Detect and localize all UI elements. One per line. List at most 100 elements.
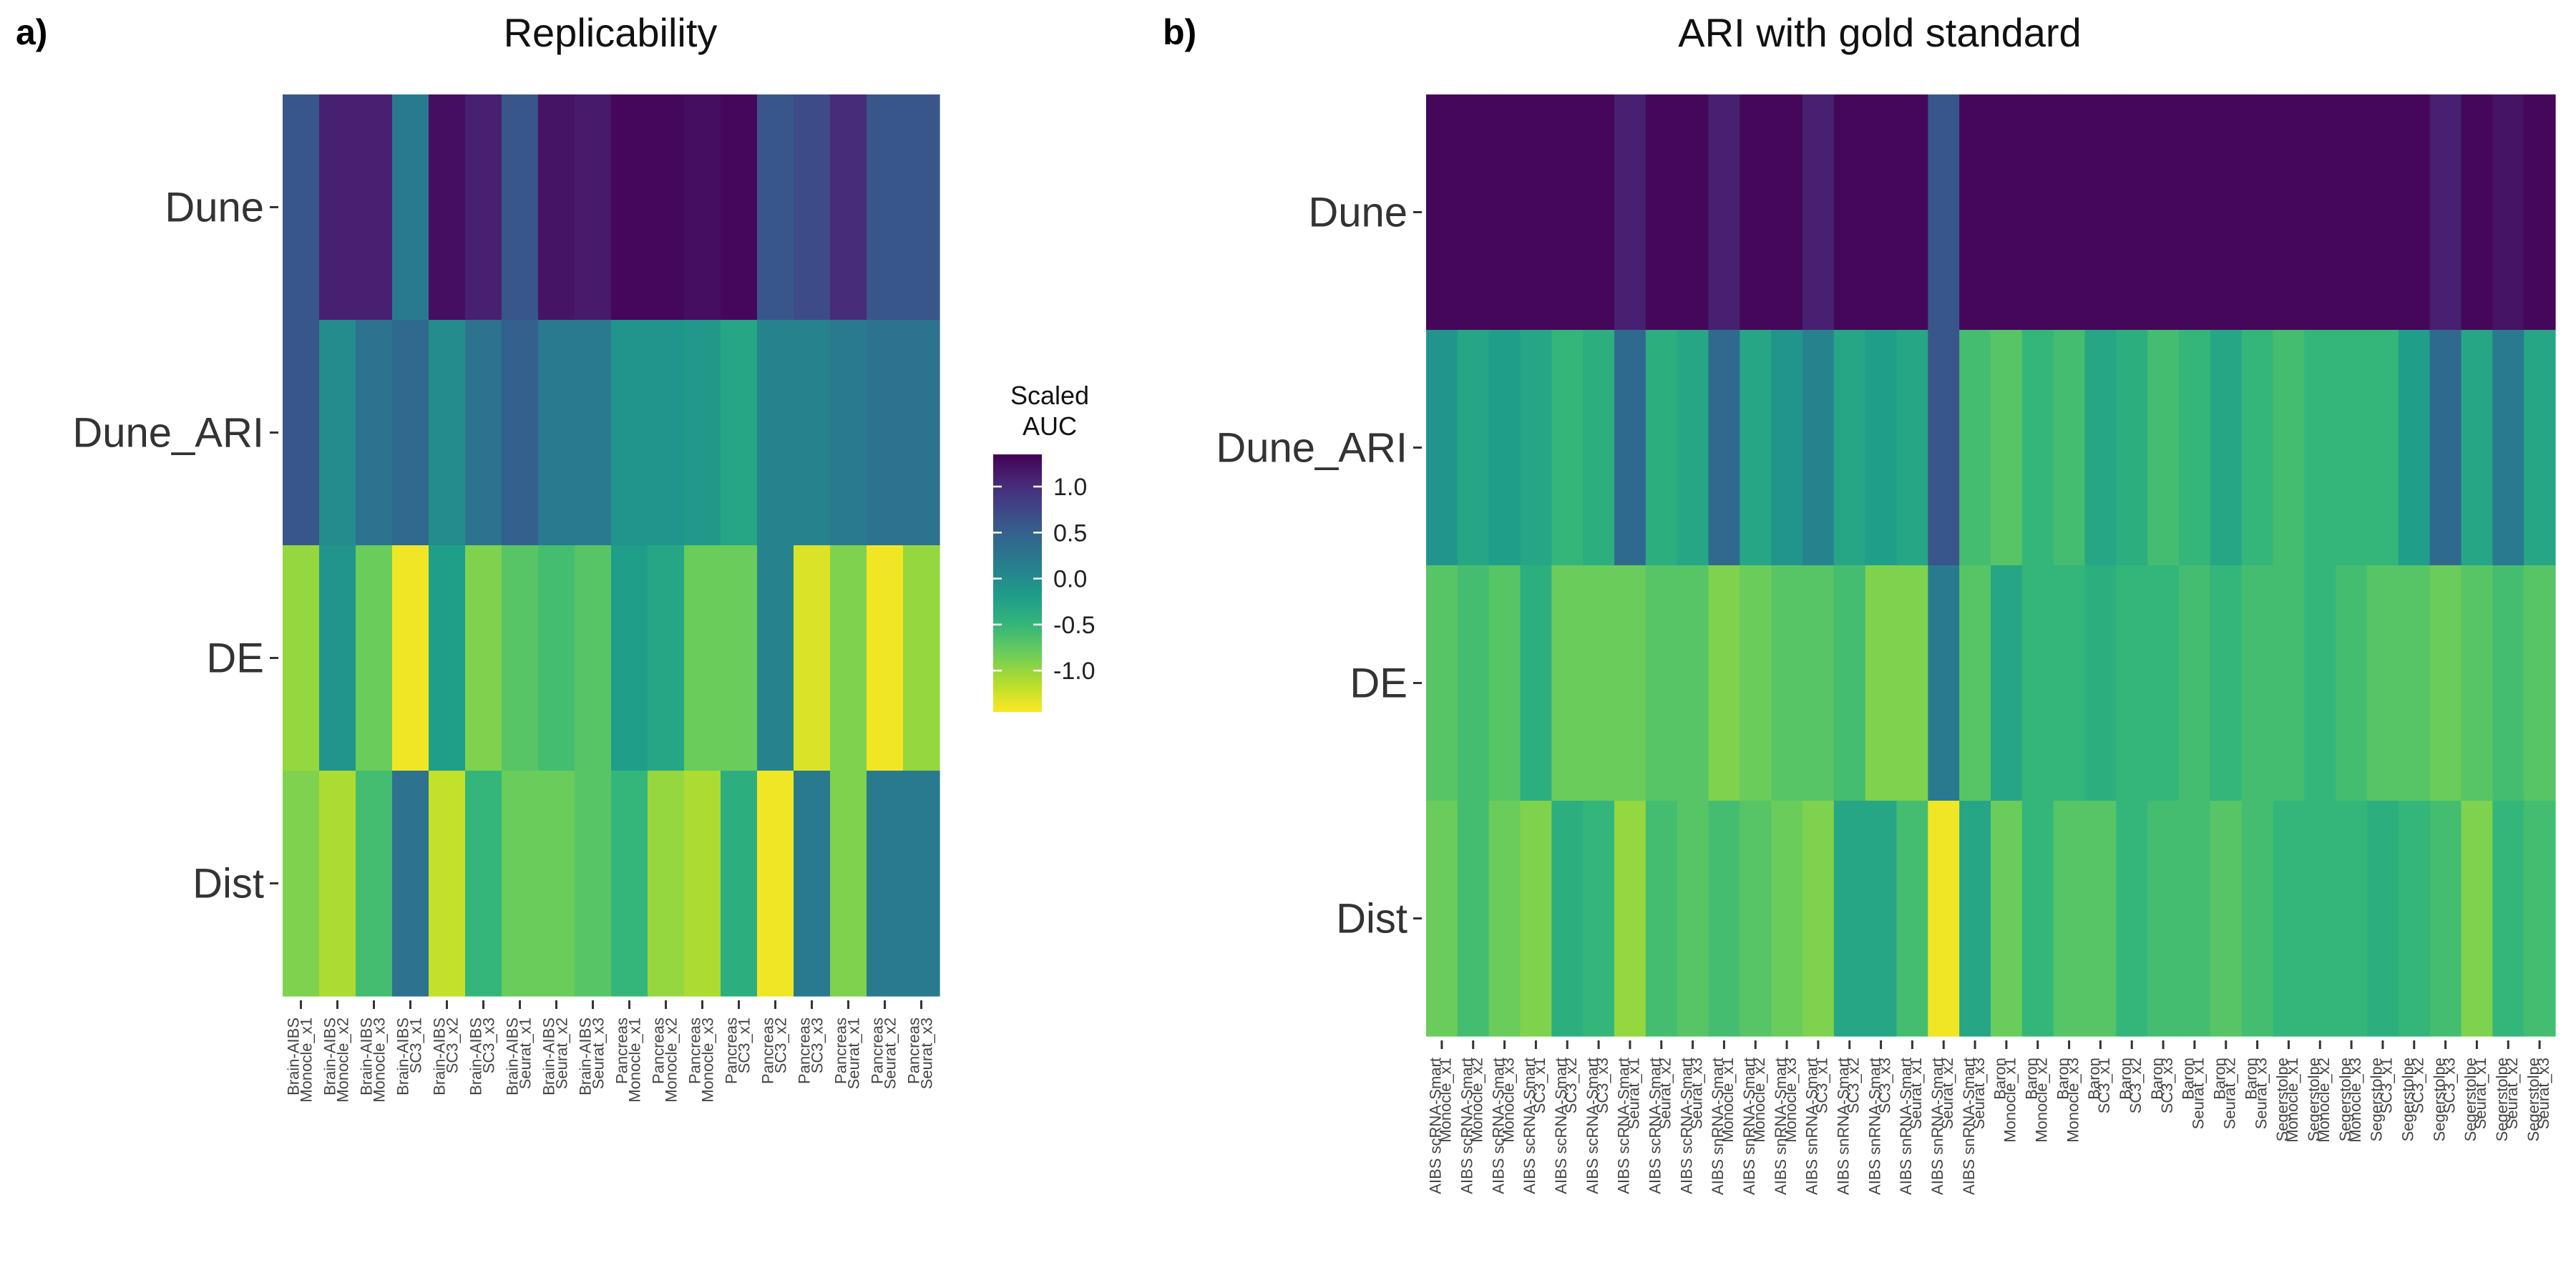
row-label: Dist — [192, 861, 264, 907]
heat-cell — [2461, 330, 2493, 566]
panel-b: b) ARI with gold standard Dune Dune_ARI DE… — [1163, 10, 2556, 1195]
col-label: Monocle_x3 — [2064, 1058, 2082, 1143]
heat-cell — [830, 771, 867, 997]
col-label: Monocle_x3 — [1782, 1058, 1800, 1143]
colorbar-tick-label: -0.5 — [1053, 612, 1096, 639]
col-label: Seurat_x1 — [516, 1018, 534, 1089]
heat-cell — [2336, 94, 2368, 331]
col-label: Pancreas — [613, 1018, 630, 1084]
col-label: SC3_x1 — [735, 1018, 753, 1073]
heat-cell — [1740, 565, 1772, 801]
col-label: Segerstolpe — [2493, 1058, 2511, 1141]
col-label: SC3_x1 — [2095, 1058, 2113, 1113]
heat-cell — [2367, 801, 2399, 1037]
col-label: Segerstolpe — [2399, 1058, 2417, 1141]
heat-cell — [2398, 330, 2431, 566]
heat-cell — [2021, 565, 2054, 801]
col-label: Seurat_x2 — [2503, 1058, 2521, 1129]
heat-cell — [1802, 565, 1835, 801]
col-label: AIBS scRNA-Smart — [1584, 1058, 1601, 1194]
col-label: Seurat_x3 — [589, 1018, 607, 1089]
heat-cell — [611, 771, 648, 997]
heat-cell — [721, 771, 758, 997]
col-label: SC3_x3 — [1594, 1058, 1611, 1113]
col-label: SC3_x1 — [2378, 1058, 2396, 1113]
heat-cell — [1457, 330, 1490, 566]
col-label: AIBS snRNA-Smart — [1772, 1058, 1790, 1195]
heat-cell — [2116, 94, 2148, 331]
heat-cell — [2461, 94, 2493, 331]
heat-cell — [1865, 94, 1898, 331]
col-label: SC3_x3 — [479, 1018, 497, 1073]
col-label: AIBS scRNA-Smart — [1646, 1058, 1664, 1194]
heat-cell — [721, 320, 758, 546]
heat-cell — [2179, 565, 2211, 801]
heat-cell — [2241, 330, 2274, 566]
heat-cell — [648, 94, 685, 321]
heat-cell — [1677, 94, 1709, 331]
heat-cell — [1991, 330, 2023, 566]
heat-cell — [2461, 565, 2493, 801]
col-label: Seurat_x3 — [917, 1018, 935, 1089]
col-label: Pancreas — [831, 1018, 849, 1084]
col-label: Brain-AIBS — [357, 1018, 375, 1096]
heat-cell — [283, 771, 320, 997]
colorbar-tick-label: -1.0 — [1053, 658, 1096, 685]
col-label: Monocle_x2 — [662, 1018, 680, 1103]
heat-cell — [2147, 565, 2180, 801]
heat-cell — [1677, 801, 1709, 1037]
heat-cell — [1583, 330, 1615, 566]
col-label: Seurat_x1 — [1907, 1058, 1925, 1129]
heat-cell — [1928, 330, 1960, 566]
col-label: Monocle_x2 — [333, 1018, 351, 1103]
heat-cell — [1928, 565, 1960, 801]
heat-cell — [2084, 94, 2117, 331]
col-label: Seurat_x2 — [881, 1018, 899, 1089]
heat-cell — [392, 545, 429, 771]
heat-cell — [2429, 801, 2462, 1037]
heat-cell — [1488, 801, 1521, 1037]
row-label: DE — [206, 635, 264, 682]
heat-cell — [2084, 801, 2117, 1037]
heat-cell — [1802, 801, 1835, 1037]
col-label: Seurat_x2 — [552, 1018, 570, 1089]
col-label: Segerstolpe — [2273, 1058, 2291, 1141]
heat-cell — [1896, 94, 1928, 331]
col-label: Baron — [2023, 1058, 2041, 1100]
heat-cell — [903, 320, 940, 546]
col-label: Monocle_x3 — [2346, 1058, 2364, 1143]
col-label: AIBS snRNA-Smart — [1803, 1058, 1821, 1195]
heat-cell — [1833, 565, 1866, 801]
row-label: Dist — [1336, 896, 1407, 942]
heat-cell — [684, 320, 721, 546]
col-label: SC3_x2 — [1845, 1058, 1863, 1113]
heat-cell — [2273, 801, 2305, 1037]
heat-cell — [1959, 330, 1991, 566]
heat-cell — [867, 320, 904, 546]
row-label: DE — [1350, 660, 1407, 707]
heat-cell — [2429, 565, 2462, 801]
col-label: Pancreas — [758, 1018, 776, 1084]
col-label: Seurat_x1 — [2472, 1058, 2489, 1129]
heat-cell — [1708, 565, 1740, 801]
heat-cell — [867, 545, 904, 771]
colorbar-legend: Scaled AUC 1.0 0.5 0.0 -0.5 -1.0 — [993, 381, 1096, 712]
heat-cell — [2021, 94, 2054, 331]
heat-cell — [1551, 94, 1584, 331]
heat-cell — [2524, 801, 2556, 1037]
heat-cell — [2461, 801, 2493, 1037]
heat-cell — [1833, 330, 1866, 566]
heat-cell — [356, 545, 393, 771]
heat-cell — [1426, 330, 1458, 566]
heat-cell — [1959, 94, 1991, 331]
heat-cell — [2429, 94, 2462, 331]
heat-cell — [903, 771, 940, 997]
heat-cell — [2053, 565, 2086, 801]
heat-cell — [392, 320, 429, 546]
heat-cell — [1520, 330, 1552, 566]
heat-cell — [2524, 565, 2556, 801]
col-label: SC3_x1 — [1531, 1058, 1548, 1113]
col-label: Monocle_x1 — [1719, 1058, 1737, 1143]
colorbar — [993, 454, 1042, 712]
